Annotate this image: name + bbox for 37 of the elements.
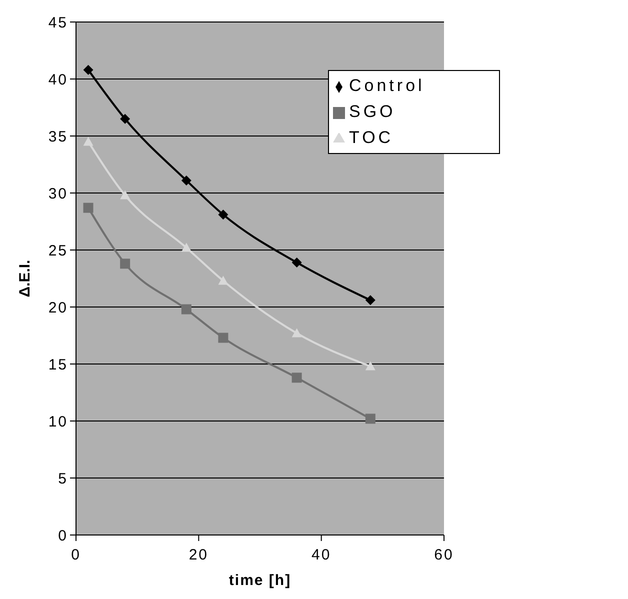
y-tick-label: 45: [48, 14, 68, 32]
point: [83, 202, 94, 213]
y-tick-label: 35: [48, 128, 68, 146]
x-tick-label: 20: [188, 546, 209, 564]
y-tick-label: 25: [48, 242, 68, 260]
point: [365, 414, 376, 424]
point: [365, 361, 376, 370]
y-tick-label: 20: [48, 299, 68, 316]
legend-label: Control: [349, 76, 425, 95]
point: [218, 210, 228, 220]
point: [83, 64, 94, 75]
point: [181, 175, 192, 186]
y-axis-title: Δ.E.I.: [16, 260, 34, 298]
y-tick-label: 40: [48, 71, 68, 88]
point: [292, 372, 302, 383]
x-tick-label: 0: [71, 546, 81, 564]
point: [120, 190, 130, 200]
y-tick-label: 0: [58, 527, 68, 544]
y-tick-label: 30: [48, 185, 68, 202]
point: [218, 276, 228, 285]
point: [292, 328, 302, 338]
legend-label: SGO: [349, 102, 396, 121]
y-tick-label: 5: [58, 470, 68, 488]
point: [120, 114, 130, 124]
point: [181, 304, 192, 314]
point: [181, 242, 192, 252]
point: [292, 258, 302, 268]
y-tick-label: 10: [48, 413, 68, 430]
legend-label: TOC: [349, 128, 394, 147]
x-axis-title: time [h]: [228, 572, 292, 589]
x-tick-label: 60: [434, 546, 454, 564]
point: [120, 258, 130, 269]
x-tick-label: 40: [311, 546, 332, 564]
y-tick-label: 15: [48, 356, 68, 374]
point: [83, 136, 94, 146]
point: [218, 332, 228, 343]
point: [365, 295, 376, 306]
